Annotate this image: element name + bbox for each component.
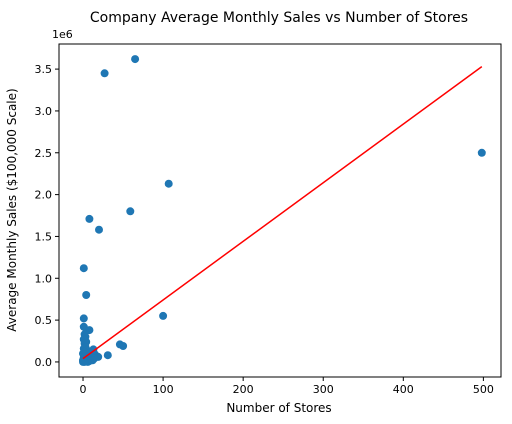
x-tick-label: 100 xyxy=(153,383,174,396)
y-axis: 0.0 0.5 1.0 1.5 2.0 2.5 3.0 3.5 xyxy=(35,63,59,369)
data-point xyxy=(131,55,140,64)
y-tick-label: 2.0 xyxy=(35,189,53,202)
y-tick-label: 1.5 xyxy=(35,230,53,243)
data-point xyxy=(477,148,486,157)
plot-area xyxy=(79,55,486,366)
data-point xyxy=(79,264,88,273)
trend-line xyxy=(82,65,483,360)
y-tick-label: 2.5 xyxy=(35,147,53,160)
plot-frame xyxy=(58,43,502,378)
data-point xyxy=(126,207,135,216)
y-offset-label: 1e6 xyxy=(52,28,73,41)
data-point xyxy=(95,225,103,234)
x-axis-label: Number of Stores xyxy=(226,401,331,415)
x-tick-label: 0 xyxy=(80,383,87,396)
x-tick-label: 200 xyxy=(233,383,254,396)
y-tick-label: 3.5 xyxy=(35,63,53,76)
x-tick-label: 400 xyxy=(393,383,414,396)
data-point xyxy=(159,311,168,320)
x-tick-label: 500 xyxy=(473,383,494,396)
data-point xyxy=(103,351,112,360)
data-point xyxy=(79,314,88,323)
y-tick-label: 1.0 xyxy=(35,272,53,285)
data-point xyxy=(80,357,89,366)
chart-title: Company Average Monthly Sales vs Number … xyxy=(90,10,468,26)
data-point xyxy=(100,69,109,78)
data-point xyxy=(164,179,173,188)
data-point xyxy=(85,214,94,223)
data-point xyxy=(119,342,128,350)
data-point xyxy=(82,291,91,299)
y-tick-label: 0.5 xyxy=(35,314,53,327)
y-tick-label: 0.0 xyxy=(35,356,53,369)
x-axis: 0 100 200 300 400 500 xyxy=(80,377,494,396)
y-axis-label: Average Monthly Sales ($100,000 Scale) xyxy=(5,88,19,331)
x-tick-label: 300 xyxy=(313,383,334,396)
y-tick-label: 3.0 xyxy=(35,105,53,118)
